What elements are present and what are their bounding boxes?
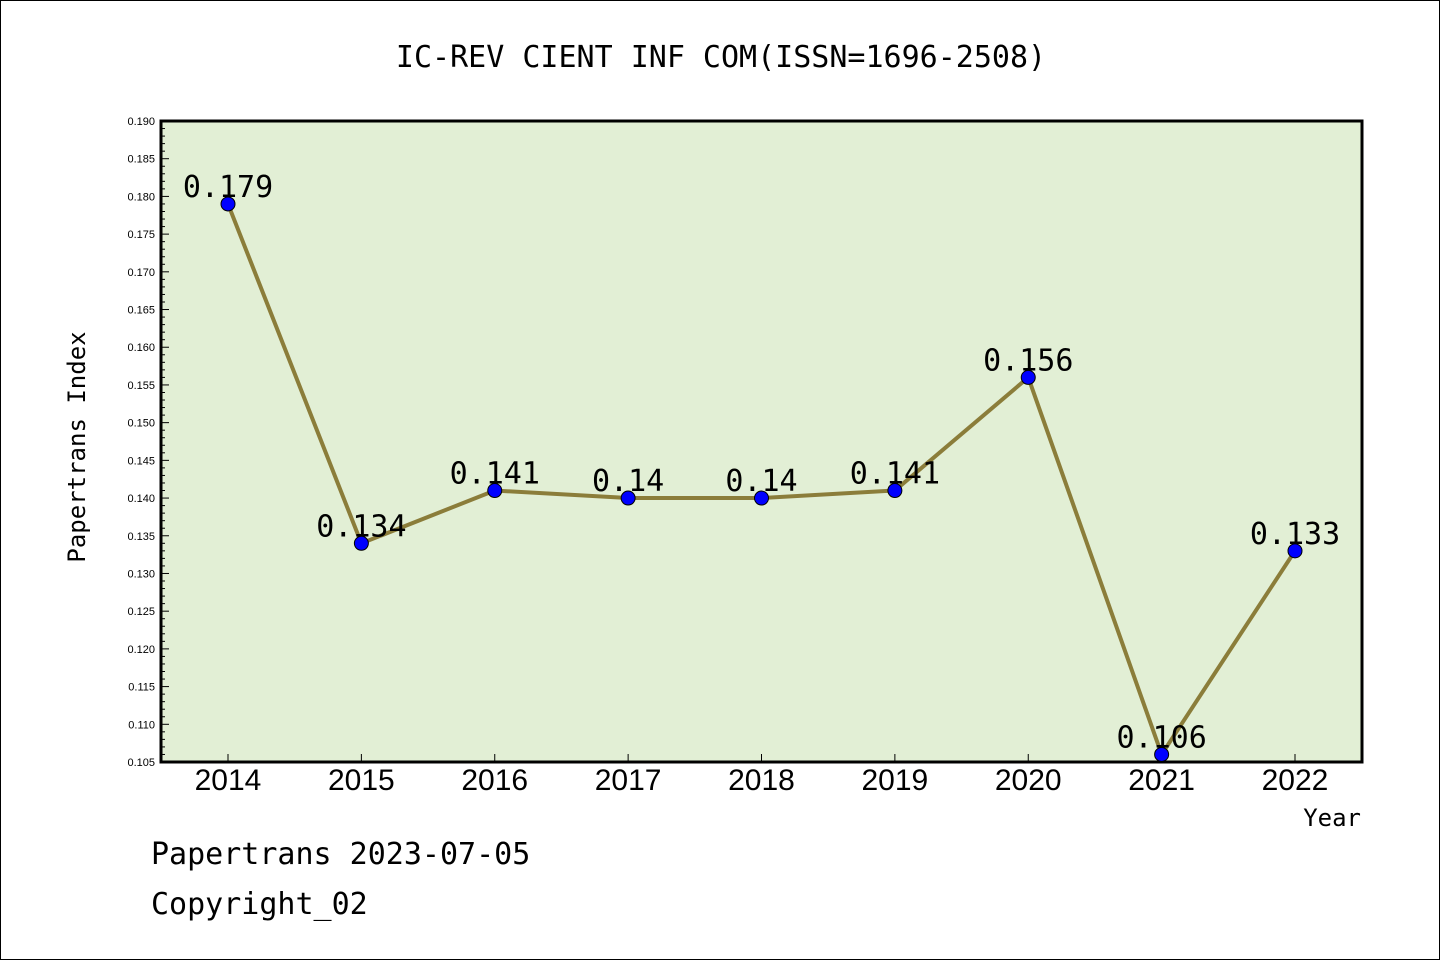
y-tick-label: 0.150 [127,418,155,430]
y-tick-label: 0.145 [127,455,155,467]
data-point-marker [1154,746,1170,762]
data-label: 0.106 [1116,720,1206,755]
y-axis-label: Papertrans Index [63,331,91,562]
y-axis-ticks: 0.105 0.110 0.115 0.120 0.125 0.130 0.135 0.140… [127,116,169,769]
data-label: 0.156 [983,343,1073,378]
x-tick-label: 2018 [728,764,795,797]
y-tick-label: 0.170 [127,267,155,279]
data-markers [220,196,1303,762]
x-tick-label: 2020 [995,764,1062,797]
footer-date: Papertrans 2023-07-05 [151,837,531,872]
data-point-marker [1287,543,1303,559]
data-label: 0.14 [592,464,664,499]
y-tick-label: 0.130 [127,568,155,580]
x-tick-label: 2021 [1128,764,1195,797]
data-labels: 0.179 0.134 0.141 0.14 0.14 0.141 0.156 0.106 0.… [183,170,1340,756]
x-tick-label: 2019 [862,764,929,797]
data-point-marker [620,490,636,506]
data-point-marker [754,490,769,506]
x-tick-label: 2016 [461,764,528,797]
data-point-marker [353,535,369,551]
y-tick-label: 0.165 [127,305,155,317]
x-tick-label: 2022 [1262,764,1329,797]
chart-title: IC-REV CIENT INF COM(ISSN=1696-2508) [396,40,1046,75]
y-tick-label: 0.185 [127,154,155,166]
y-tick-label: 0.105 [127,757,155,769]
x-tick-label: 2014 [195,764,262,797]
y-tick-label: 0.180 [127,191,155,203]
x-tick-label: 2017 [595,764,662,797]
y-tick-label: 0.125 [127,606,155,618]
data-label: 0.134 [316,509,406,544]
data-label: 0.141 [850,457,940,492]
data-label: 0.179 [183,170,273,205]
data-point-marker [220,196,236,212]
y-tick-label: 0.115 [128,682,155,694]
y-tick-label: 0.120 [127,644,155,656]
x-axis-ticks: 2014 2015 2016 2017 2018 2019 2020 2021 2022 [195,754,1329,797]
data-label: 0.14 [725,464,797,499]
data-point-marker [887,483,903,499]
y-tick-label: 0.190 [127,116,155,128]
x-tick-label: 2015 [328,764,395,797]
y-tick-label: 0.135 [127,531,155,543]
y-tick-label: 0.110 [128,719,155,731]
y-tick-label: 0.140 [127,493,155,505]
x-axis-label: Year [1303,804,1361,832]
y-tick-label: 0.160 [127,342,155,354]
footer-copyright: Copyright_02 [151,887,368,922]
data-point-marker [487,483,503,499]
y-tick-label: 0.175 [127,229,155,241]
data-label: 0.133 [1250,517,1340,552]
data-label: 0.141 [450,457,540,492]
plot-area [159,119,1364,764]
y-tick-label: 0.155 [127,380,155,392]
data-point-marker [1020,369,1036,385]
